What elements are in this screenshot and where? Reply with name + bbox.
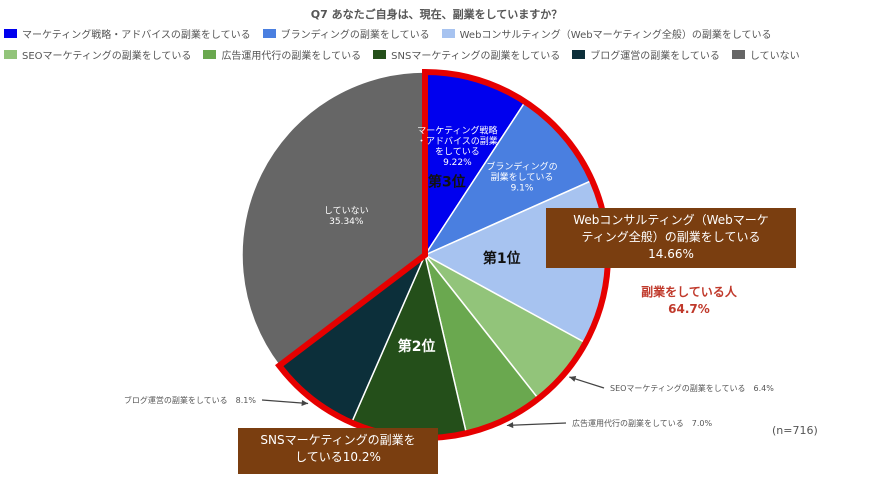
pie-slice	[241, 71, 426, 367]
leader-line	[506, 422, 567, 426]
slice-label: 副業をしている	[491, 171, 554, 183]
legend-swatch	[203, 50, 217, 59]
slice-label: 9.1%	[511, 184, 534, 194]
legend-label: 広告運用代行の副業をしている	[221, 51, 362, 62]
legend-item: ブランディングの副業をしている	[262, 26, 430, 41]
legend-swatch	[4, 50, 17, 59]
legend-swatch	[262, 29, 276, 38]
callout-web-line-1: Webコンサルティング（Webマーケ	[573, 213, 769, 227]
legend-swatch	[4, 29, 17, 38]
legend-label: ブログ運営の副業をしている	[590, 51, 720, 62]
outer-slice-label: ブログ運営の副業をしている 8.1%	[124, 395, 256, 405]
legend-label: マーケティング戦略・アドバイスの副業をしている	[22, 30, 251, 41]
callout-web-line-2: ティング全般）の副業をしている	[581, 230, 761, 244]
rank-label: 第2位	[398, 338, 436, 355]
rank-label: 第1位	[483, 250, 521, 267]
highlight-total-text: 副業をしている人	[641, 285, 737, 299]
leader-line	[261, 399, 309, 405]
legend-label: SEOマーケティングの副業をしている	[22, 51, 192, 62]
legend-item: ブログ運営の副業をしている	[572, 47, 720, 62]
outer-slice-label: SEOマーケティングの副業をしている 6.4%	[610, 383, 774, 393]
leader-arrowhead	[569, 376, 577, 382]
highlight-total-label: 副業をしている人 64.7%	[634, 284, 744, 318]
legend-label: ブランディングの副業をしている	[280, 30, 430, 41]
legend: マーケティング戦略・アドバイスの副業をしている ブランディングの副業をしている We…	[4, 26, 864, 62]
legend-swatch	[731, 50, 745, 59]
chart-title: Q7 あなたご自身は、現在、副業をしていますか？	[310, 8, 563, 21]
outer-slice-label: 広告運用代行の副業をしている 7.0%	[572, 418, 712, 428]
legend-swatch	[441, 29, 455, 38]
legend-label: していない	[749, 51, 800, 62]
callout-sns-marketing: SNSマーケティングの副業を している10.2%	[238, 428, 438, 474]
slice-label: していない	[324, 206, 369, 217]
legend-item: 広告運用代行の副業をしている	[203, 47, 361, 62]
rank-label: 第3位	[428, 173, 466, 190]
slice-label: ・アドバイスの副業	[417, 135, 498, 147]
leader-arrowhead	[506, 422, 514, 429]
legend-swatch	[572, 50, 586, 59]
callout-sns-line-1: SNSマーケティングの副業を	[260, 433, 416, 447]
legend-item: していない	[731, 47, 800, 62]
leader-arrowhead	[301, 400, 309, 406]
legend-item: SNSマーケティングの副業をしている	[373, 47, 560, 62]
legend-label: SNSマーケティングの副業をしている	[391, 51, 561, 62]
legend-item: SEOマーケティングの副業をしている	[4, 47, 191, 62]
legend-item: マーケティング戦略・アドバイスの副業をしている	[4, 26, 251, 41]
slice-label: をしている	[435, 147, 480, 158]
highlight-total-value: 64.7%	[668, 302, 710, 316]
slice-label: 9.22%	[443, 158, 472, 168]
sample-size: (n=716)	[772, 424, 818, 437]
legend-swatch	[373, 50, 387, 59]
callout-web-line-3: 14.66%	[648, 247, 694, 261]
slice-label: 35.34%	[329, 217, 364, 227]
slice-label: マーケティング戦略	[417, 125, 497, 137]
legend-label: Webコンサルティング（Webマーケティング全般）の副業をしている	[459, 30, 772, 41]
legend-item: Webコンサルティング（Webマーケティング全般）の副業をしている	[441, 26, 772, 41]
callout-sns-line-2: している10.2%	[295, 450, 381, 464]
slice-label: ブランディングの	[486, 161, 557, 173]
callout-web-consulting: Webコンサルティング（Webマーケ ティング全般）の副業をしている 14.66…	[546, 208, 796, 268]
